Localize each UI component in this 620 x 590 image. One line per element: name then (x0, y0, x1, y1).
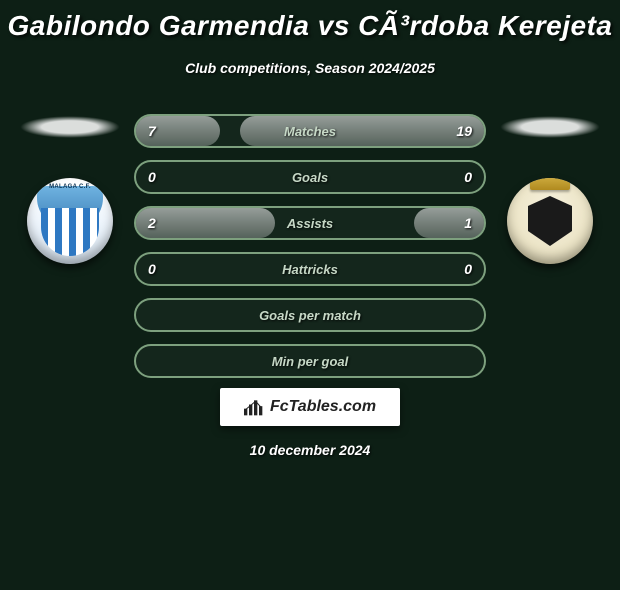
page-title: Gabilondo Garmendia vs CÃ³rdoba Kerejeta (0, 10, 620, 42)
stat-row: Goals per match (134, 298, 486, 332)
stat-bar-left (136, 208, 275, 238)
badge-left-label: MALAGA C.F. (27, 184, 113, 190)
stat-row: 7 19 Matches (134, 114, 486, 148)
stat-label: Min per goal (272, 354, 349, 369)
stats-column: 7 19 Matches 0 0 Goals 2 1 Assists 0 0 Hattricks Goa… (130, 114, 490, 378)
bar-chart-icon (244, 398, 264, 416)
stat-value-left: 0 (148, 261, 156, 277)
player-shadow-right (500, 116, 600, 138)
stat-value-right: 1 (464, 215, 472, 231)
badge-right-ring (507, 178, 593, 264)
left-player-column: MALAGA C.F. (10, 114, 130, 378)
generated-date: 10 december 2024 (250, 442, 371, 458)
stat-value-left: 0 (148, 169, 156, 185)
stat-value-right: 0 (464, 261, 472, 277)
stat-row: 0 0 Hattricks (134, 252, 486, 286)
stat-row: 2 1 Assists (134, 206, 486, 240)
stat-row: Min per goal (134, 344, 486, 378)
stat-row: 0 0 Goals (134, 160, 486, 194)
stat-label: Hattricks (282, 262, 338, 277)
right-player-column (490, 114, 610, 378)
stat-value-left: 7 (148, 123, 156, 139)
stat-label: Goals (292, 170, 328, 185)
stat-bar-right (240, 116, 484, 146)
club-badge-right (507, 178, 593, 264)
player-shadow-left (20, 116, 120, 138)
stat-bar-right (414, 208, 484, 238)
brand-attribution: FcTables.com (220, 388, 400, 426)
club-badge-left: MALAGA C.F. (27, 178, 113, 264)
stat-value-right: 0 (464, 169, 472, 185)
stat-label: Matches (284, 124, 336, 139)
comparison-panel: MALAGA C.F. 719Matches00Goals21Assists00… (0, 114, 620, 378)
brand-text: FcTables.com (270, 398, 376, 416)
stat-value-right: 19 (456, 123, 472, 139)
stat-value-left: 2 (148, 215, 156, 231)
stat-label: Assists (287, 216, 333, 231)
stat-label: Goals per match (259, 308, 361, 323)
page-subtitle: Club competitions, Season 2024/2025 (0, 60, 620, 76)
